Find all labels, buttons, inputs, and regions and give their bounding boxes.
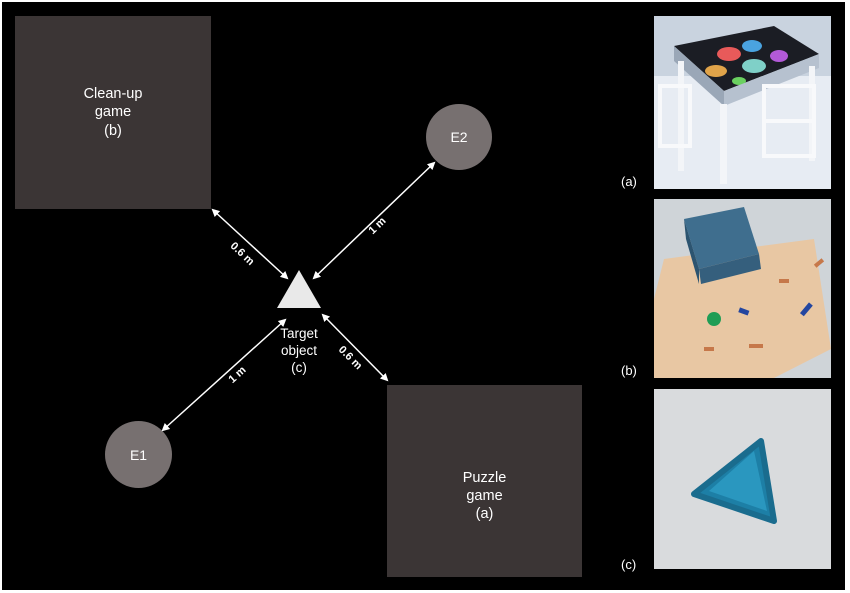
puzzle-game-area: Puzzle game (a) [387,385,582,577]
participant-e1-circle: E1 [105,421,172,488]
target-object-label: Target object (c) [268,326,330,377]
box-and-toys-on-mat-photo [654,199,831,378]
arrow-target-to-puzzle [321,313,389,382]
participant-e2-circle: E2 [426,104,492,170]
cleanup-line-1: Clean-up [83,86,143,103]
arrow-target-to-cleanup [211,208,289,280]
target-line-2: object [280,342,318,358]
participant-e1-label: E1 [129,446,148,463]
participant-e2-label: E2 [450,129,468,145]
target-line-3: (c) [291,359,307,375]
cleanup-line-3: (b) [104,122,122,139]
target-line-1: Target [280,326,318,341]
photo-caption-c: (c) [621,557,637,572]
cleanup-line-2: game [94,104,132,121]
cleanup-game-area: Clean-up game (b) [15,16,211,209]
arrow-target-to-e2 [312,161,436,280]
puzzle-line-2: game [466,487,503,504]
arrow-target-to-e1 [161,318,287,432]
photo-caption-b: (b) [621,363,637,378]
photo-caption-a: (a) [621,174,637,189]
puzzle-line-1: Puzzle [462,469,507,486]
target-object-triangle [277,270,321,308]
puzzle-line-3: (a) [475,506,494,523]
blue-triangle-object-photo [654,389,831,569]
table-with-puzzle-photo [654,16,831,189]
